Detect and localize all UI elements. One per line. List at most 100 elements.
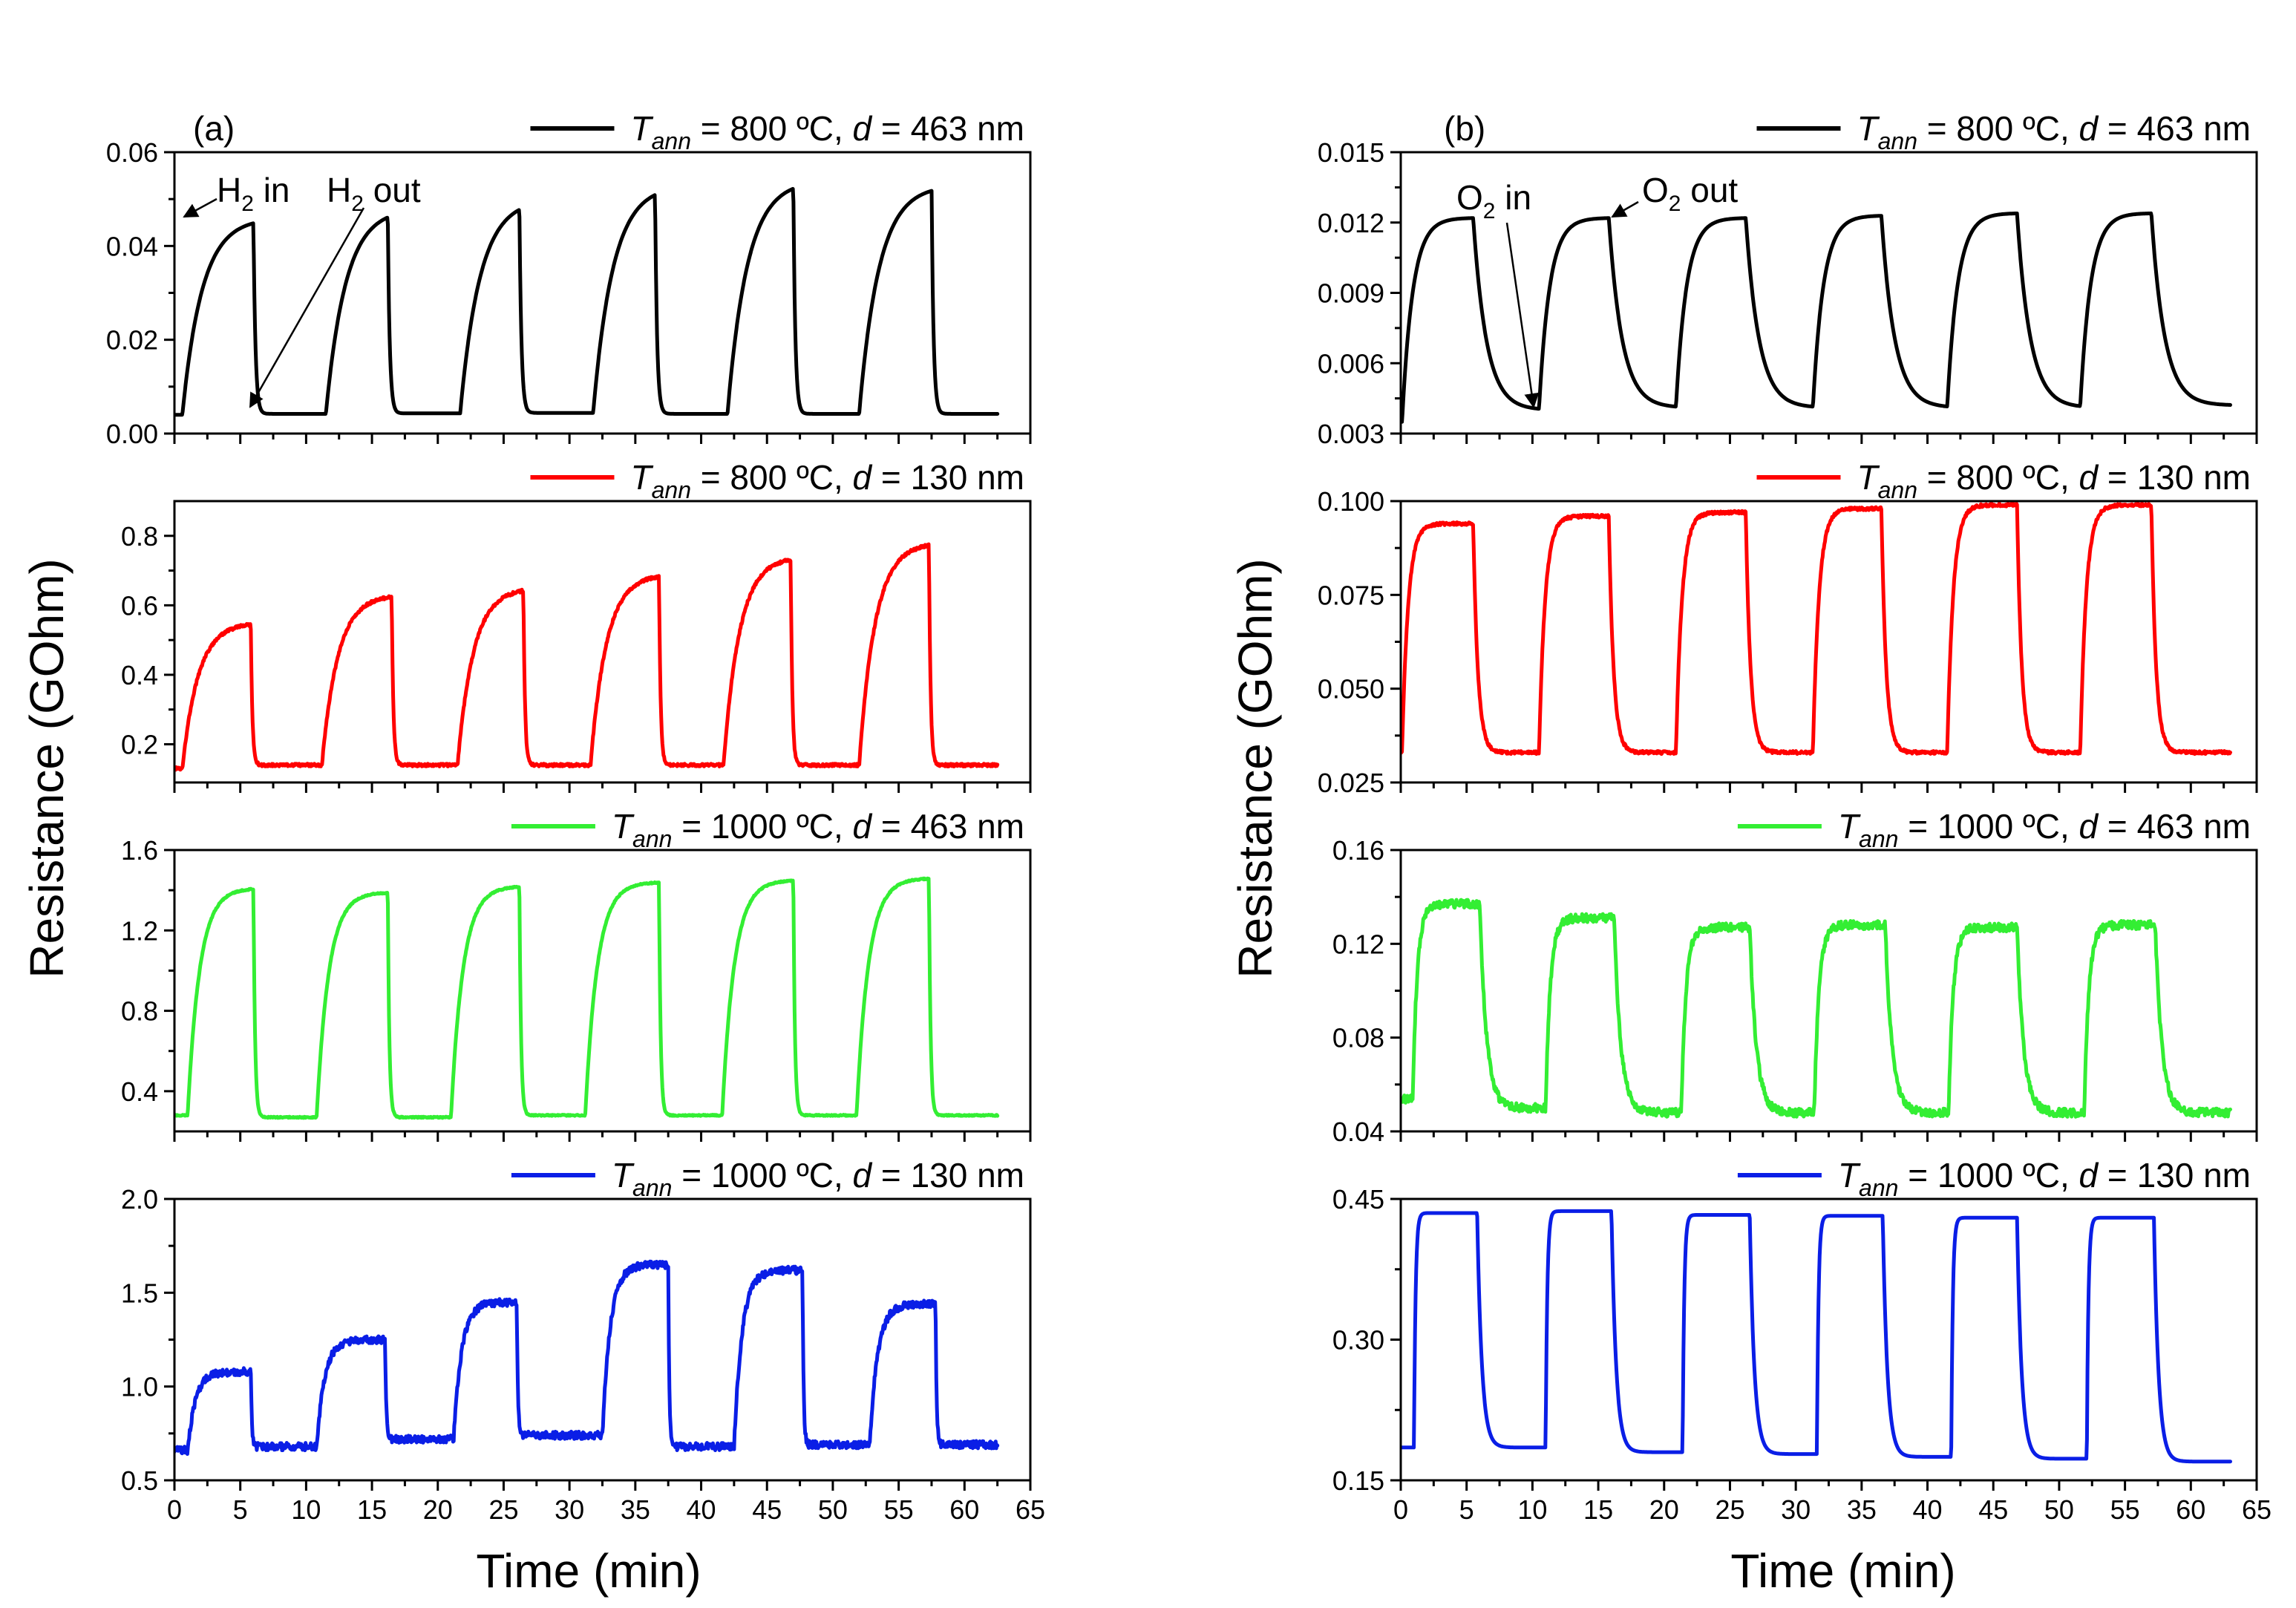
- x-tick-label: 30: [555, 1494, 584, 1525]
- x-tick-label: 15: [1583, 1494, 1613, 1525]
- legend-part: ann: [1859, 1174, 1898, 1201]
- chart-panel-b1: 0.003 0.006 0.009 0.012 0.015 Tann = 800 ºC, …: [1318, 109, 2258, 449]
- legend-part: = 463 nm: [2098, 109, 2251, 148]
- x-tick-label: 10: [1517, 1494, 1547, 1525]
- legend-label: Tann = 1000 ºC, d = 463 nm: [1838, 807, 2251, 852]
- legend-part: = 800 ºC,: [1917, 109, 2079, 148]
- x-axis-title-left: Time (min): [476, 1544, 701, 1598]
- x-tick-label: 45: [752, 1494, 782, 1525]
- y-tick-label: 2.0: [121, 1184, 158, 1215]
- legend-part: ann: [1878, 128, 1917, 154]
- y-tick-label: 0.16: [1332, 835, 1384, 866]
- arrow-h2-out: [249, 207, 365, 408]
- x-tick-label: 0: [167, 1494, 182, 1525]
- annotation-o2-in-rest: in: [1495, 178, 1531, 217]
- legend-part: = 1000 ºC,: [1898, 807, 2078, 846]
- series-line: [1401, 501, 2232, 756]
- legend-part: T: [1857, 109, 1880, 148]
- plot-frame: [1399, 500, 2258, 784]
- x-tick-label: 25: [1715, 1494, 1744, 1525]
- x-tick-label: 10: [291, 1494, 321, 1525]
- legend-part: T: [631, 109, 654, 148]
- x-tick-label: 65: [2242, 1494, 2272, 1525]
- legend-part: T: [1857, 458, 1880, 497]
- y-axis-title-left: Resistance (GOhm): [20, 558, 73, 978]
- y-tick-label: 0.009: [1318, 278, 1384, 309]
- legend-label: Tann = 1000 ºC, d = 130 nm: [1838, 1156, 2251, 1201]
- y-tick-label: 0.45: [1332, 1184, 1384, 1215]
- x-tick-label: 30: [1781, 1494, 1811, 1525]
- legend-part: d: [853, 109, 873, 148]
- x-tick-label: 35: [621, 1494, 650, 1525]
- x-tick-label: 35: [1847, 1494, 1877, 1525]
- legend-label: Tann = 1000 ºC, d = 130 nm: [612, 1156, 1024, 1201]
- series-line: [174, 542, 1000, 772]
- legend-part: = 130 nm: [871, 1156, 1024, 1194]
- annotation-h2-out-base: H: [327, 171, 351, 209]
- series-line: [174, 186, 1000, 417]
- x-axis-title-right: Time (min): [1730, 1544, 1955, 1598]
- annotation-h2-in-rest: in: [254, 171, 290, 209]
- plot-frame: [1399, 849, 2258, 1133]
- chart-panel-a1: 0.00 0.02 0.04 0.06 Tann = 800 ºC, d = 463 n…: [106, 109, 1032, 449]
- annotation-h2-in: H2 in: [217, 171, 290, 216]
- y-tick-label: 1.5: [121, 1278, 158, 1308]
- legend-part: ann: [652, 477, 691, 503]
- y-tick-label: 0.00: [106, 419, 158, 449]
- chart-panel-a2: 0.2 0.4 0.6 0.8 Tann = 800 ºC, d = 130 nm: [121, 458, 1032, 793]
- legend-part: T: [1838, 1156, 1861, 1194]
- x-tick-label: 55: [884, 1494, 914, 1525]
- annotation-o2-out-base: O: [1642, 171, 1669, 209]
- x-tick-label: 5: [233, 1494, 248, 1525]
- legend-label: Tann = 1000 ºC, d = 463 nm: [612, 807, 1024, 852]
- legend-part: ann: [1859, 826, 1898, 852]
- y-tick-label: 0.075: [1318, 580, 1384, 610]
- x-tick-label: 40: [1913, 1494, 1943, 1525]
- legend-part: T: [612, 1156, 635, 1194]
- arrow-h2-in: [183, 197, 218, 218]
- arrow-o2-out: [1611, 200, 1639, 218]
- annotation-o2-in-sub: 2: [1483, 199, 1496, 223]
- annotation-o2-out-rest: out: [1681, 171, 1738, 209]
- legend-part: d: [853, 458, 873, 497]
- series-line: [174, 876, 1000, 1120]
- legend-part: = 800 ºC,: [1917, 458, 2079, 497]
- y-tick-label: 0.04: [106, 231, 158, 261]
- legend-part: T: [631, 458, 654, 497]
- y-tick-label: 0.003: [1318, 419, 1384, 449]
- plot-frame: [173, 500, 1032, 784]
- y-tick-label: 1.0: [121, 1372, 158, 1402]
- y-tick-label: 0.4: [121, 1076, 158, 1107]
- legend-part: = 130 nm: [2098, 458, 2251, 497]
- x-tick-label: 60: [949, 1494, 979, 1525]
- annotation-h2-in-sub: 2: [241, 192, 254, 216]
- annotation-h2-in-base: H: [217, 171, 241, 209]
- legend-label: Tann = 800 ºC, d = 463 nm: [631, 109, 1025, 154]
- chart-panel-a3: 0.4 0.8 1.2 1.6 Tann = 1000 ºC, d = 463 nm: [121, 807, 1032, 1142]
- y-tick-label: 0.015: [1318, 137, 1384, 168]
- legend-part: = 1000 ºC,: [672, 1156, 852, 1194]
- legend-part: = 463 nm: [871, 109, 1024, 148]
- annotation-o2-out: O2 out: [1642, 171, 1738, 216]
- chart-panel-b2: 0.025 0.050 0.075 0.100 Tann = 800 ºC, d = 1…: [1318, 458, 2258, 798]
- panel-label: (b): [1444, 109, 1485, 148]
- legend-part: T: [1838, 807, 1861, 846]
- plot-frame: [1399, 1197, 2258, 1482]
- legend-part: = 463 nm: [2098, 807, 2251, 846]
- legend-part: = 800 ºC,: [691, 458, 853, 497]
- x-tick-label: 60: [2176, 1494, 2205, 1525]
- annotation-o2-in-base: O: [1456, 178, 1483, 217]
- series-line: [1401, 898, 2232, 1119]
- y-tick-label: 0.050: [1318, 674, 1384, 705]
- legend-part: = 463 nm: [871, 807, 1024, 846]
- x-tick-label: 5: [1459, 1494, 1474, 1525]
- arrow-o2-in: [1505, 222, 1540, 408]
- legend-label: Tann = 800 ºC, d = 463 nm: [1857, 109, 2251, 154]
- y-tick-label: 0.08: [1332, 1023, 1384, 1053]
- plot-frame: [173, 151, 1032, 435]
- annotation-h2-out-sub: 2: [351, 192, 364, 216]
- legend-part: ann: [632, 1174, 672, 1201]
- legend-part: T: [612, 807, 635, 846]
- legend-part: = 1000 ºC,: [1898, 1156, 2078, 1194]
- y-tick-label: 0.06: [106, 137, 158, 168]
